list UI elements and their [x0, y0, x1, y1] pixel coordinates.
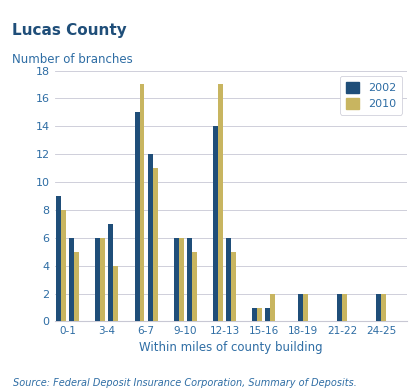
Text: Source: Federal Deposit Insurance Corporation, Summary of Deposits.: Source: Federal Deposit Insurance Corpor… — [13, 378, 357, 388]
Bar — [270, 294, 275, 321]
Bar — [252, 307, 257, 321]
Bar — [303, 294, 308, 321]
Bar — [100, 238, 105, 321]
Legend: 2002, 2010: 2002, 2010 — [340, 76, 402, 114]
Bar — [148, 154, 152, 321]
Bar — [192, 252, 197, 321]
Bar — [337, 294, 342, 321]
Bar — [108, 224, 113, 321]
Bar — [152, 168, 158, 321]
Text: Number of branches: Number of branches — [12, 53, 133, 65]
Bar — [257, 307, 262, 321]
Bar — [174, 238, 179, 321]
Bar — [187, 238, 192, 321]
Bar — [95, 238, 100, 321]
Bar — [134, 113, 139, 321]
Bar — [231, 252, 236, 321]
Bar — [139, 85, 144, 321]
Bar — [265, 307, 270, 321]
Bar — [56, 196, 61, 321]
Bar — [226, 238, 231, 321]
Bar — [113, 266, 118, 321]
Bar — [61, 210, 66, 321]
Bar — [381, 294, 386, 321]
X-axis label: Within miles of county building: Within miles of county building — [139, 341, 323, 354]
Bar — [218, 85, 223, 321]
Bar — [74, 252, 79, 321]
Bar — [69, 238, 74, 321]
Bar — [342, 294, 347, 321]
Bar — [376, 294, 381, 321]
Bar — [298, 294, 303, 321]
Text: Lucas County: Lucas County — [12, 23, 127, 38]
Bar — [213, 126, 218, 321]
Bar — [179, 238, 184, 321]
